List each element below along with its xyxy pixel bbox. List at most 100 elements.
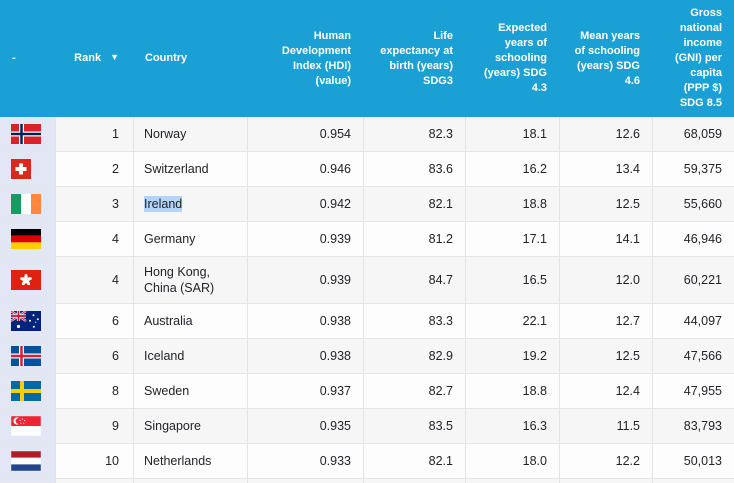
norway-flag-icon [11,124,41,144]
header-gni[interactable]: Gross national income (GNI) per capita (… [674,7,722,109]
country-label: Iceland [144,349,185,363]
flag-cell [0,479,55,483]
rank-cell: 4 [55,222,133,256]
country-cell: Australia [133,304,247,338]
expected-schooling-cell: 22.1 [465,304,559,338]
australia-flag-icon [11,311,41,331]
life-expectancy-cell: 82.3 [363,117,465,151]
rank-cell: 2 [55,152,133,186]
mean-schooling-cell: 12.6 [559,117,652,151]
hdi-cell: 0.939 [247,222,363,256]
table-header: - Rank ▼ Country Human Development Index… [0,0,734,117]
rank-cell: 3 [55,187,133,221]
flag-cell [0,117,55,151]
rank-cell: 9 [55,409,133,443]
country-cell: Ireland [133,187,247,221]
country-cell: Switzerland [133,152,247,186]
sort-descending-icon[interactable]: ▼ [110,52,119,62]
country-cell: Norway [133,117,247,151]
mean-schooling-cell: 13.4 [559,152,652,186]
hdi-cell: 0.954 [247,117,363,151]
table-row: 4 Germany 0.939 81.2 17.1 14.1 46,946 [0,222,734,257]
mean-schooling-cell: 11.5 [559,409,652,443]
table-row: 8 Sweden 0.937 82.7 18.8 12.4 47,955 [0,374,734,409]
life-expectancy-cell: 82.7 [363,374,465,408]
selected-country-text: Ireland [144,196,183,212]
header-expected-schooling[interactable]: Expected years of schooling (years) SDG … [484,22,547,94]
flag-cell [0,339,55,373]
flag-cell [0,409,55,443]
gni-cell: 47,566 [652,339,734,373]
switzerland-flag-icon [11,159,31,179]
table-row: 6 Australia 0.938 83.3 22.1 12.7 44,097 [0,304,734,339]
mean-schooling-cell: 14.1 [559,222,652,256]
mean-schooling-cell: 12.7 [559,304,652,338]
country-cell: Iceland [133,339,247,373]
table-row: 10 Netherlands 0.933 82.1 18.0 12.2 50,0… [0,444,734,479]
ireland-flag-icon [11,194,41,214]
table-row: 1 Norway 0.954 82.3 18.1 12.6 68,059 [0,117,734,152]
table-row: 6 Iceland 0.938 82.9 19.2 12.5 47,566 [0,339,734,374]
country-cell: Singapore [133,409,247,443]
hdi-cell: 0.939 [247,257,363,303]
gni-cell: 55,660 [652,187,734,221]
country-label: Singapore [144,419,201,433]
rank-cell: 10 [55,444,133,478]
header-hdi[interactable]: Human Development Index (HDI) (value) [281,29,351,87]
country-cell: Sweden [133,374,247,408]
table-row: 9 Singapore 0.935 83.5 16.3 11.5 83,793 [0,409,734,444]
life-expectancy-cell: 83.6 [363,152,465,186]
gni-cell: 47,955 [652,374,734,408]
flag-cell [0,257,55,303]
rank-cell: 6 [55,304,133,338]
germany-flag-icon [11,229,41,249]
hdi-cell: 0.937 [247,374,363,408]
gni-cell: 83,793 [652,409,734,443]
gni-cell: 44,097 [652,304,734,338]
country-cell: Germany [133,222,247,256]
life-expectancy-cell: 82.1 [363,187,465,221]
singapore-flag-icon [11,416,41,436]
expected-schooling-cell: 19.2 [465,339,559,373]
table-row: 2 Switzerland 0.946 83.6 16.2 13.4 59,37… [0,152,734,187]
expected-schooling-cell: 16.5 [465,257,559,303]
life-expectancy-cell: 83.5 [363,409,465,443]
header-rank-label: Rank [74,52,102,64]
country-label: Norway [144,127,187,141]
gni-cell: 50,013 [652,444,734,478]
gni-cell: 60,221 [652,257,734,303]
gni-cell: 46,946 [652,222,734,256]
hdi-cell: 0.938 [247,339,363,373]
netherlands-flag-icon [11,451,41,471]
partial-row [0,479,734,483]
life-expectancy-cell: 84.7 [363,257,465,303]
hdi-cell: 0.935 [247,409,363,443]
gni-cell: 68,059 [652,117,734,151]
header-country[interactable]: Country [145,52,188,64]
mean-schooling-cell: 12.0 [559,257,652,303]
table-row: 3 Ireland 0.942 82.1 18.8 12.5 55,660 [0,187,734,222]
country-label: Australia [144,314,193,328]
mean-schooling-cell: 12.5 [559,187,652,221]
life-expectancy-cell: 82.1 [363,444,465,478]
hdi-cell: 0.946 [247,152,363,186]
header-rank[interactable]: Rank ▼ [55,0,133,117]
flag-cell [0,152,55,186]
expected-schooling-cell: 16.2 [465,152,559,186]
header-flag-column[interactable]: - [12,52,16,64]
flag-cell [0,304,55,338]
header-mean-schooling[interactable]: Mean years of schooling (years) SDG 4.6 [574,29,640,87]
life-expectancy-cell: 81.2 [363,222,465,256]
sweden-flag-icon [11,381,41,401]
hong-kong-flag-icon [11,270,41,290]
hdi-cell: 0.942 [247,187,363,221]
country-label: Switzerland [144,162,209,176]
country-cell: Netherlands [133,444,247,478]
flag-cell [0,374,55,408]
header-life-expectancy[interactable]: Life expectancy at birth (years) SDG3 [380,29,453,87]
rank-cell: 8 [55,374,133,408]
country-cell: Hong Kong, China (SAR) [133,257,247,303]
life-expectancy-cell: 82.9 [363,339,465,373]
country-label: Netherlands [144,454,212,468]
